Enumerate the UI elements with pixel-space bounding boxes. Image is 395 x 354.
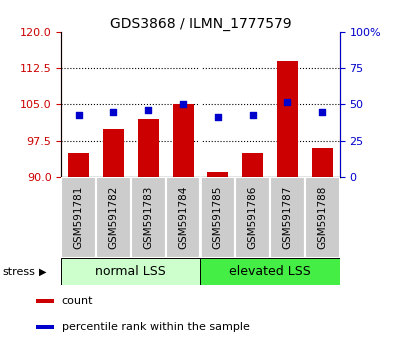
Text: normal LSS: normal LSS [96, 265, 166, 278]
Bar [166, 177, 200, 258]
Text: GSM591785: GSM591785 [213, 186, 223, 250]
Point [215, 115, 221, 120]
Bar [312, 148, 333, 177]
Text: GSM591788: GSM591788 [317, 186, 327, 250]
Bar [200, 258, 340, 285]
Bar [96, 177, 131, 258]
Text: GSM591783: GSM591783 [143, 186, 153, 250]
Bar [173, 104, 194, 177]
Text: GSM591782: GSM591782 [109, 186, 118, 250]
Point [145, 107, 151, 113]
Bar [200, 177, 235, 258]
Bar [277, 61, 298, 177]
Point [319, 109, 325, 115]
Text: elevated LSS: elevated LSS [229, 265, 311, 278]
Bar [68, 153, 89, 177]
Text: count: count [62, 296, 93, 306]
Point [75, 112, 82, 118]
Bar [103, 129, 124, 177]
Text: GSM591786: GSM591786 [248, 186, 258, 250]
Title: GDS3868 / ILMN_1777579: GDS3868 / ILMN_1777579 [110, 17, 291, 31]
Bar [305, 177, 340, 258]
Text: stress: stress [2, 267, 35, 277]
Bar [235, 177, 270, 258]
Point [180, 102, 186, 107]
Point [284, 99, 291, 104]
Bar [61, 258, 200, 285]
Text: GSM591784: GSM591784 [178, 186, 188, 250]
Text: ▶: ▶ [39, 267, 46, 277]
Bar [36, 325, 55, 329]
Point [250, 112, 256, 118]
Text: percentile rank within the sample: percentile rank within the sample [62, 322, 250, 332]
Bar [131, 177, 166, 258]
Bar [36, 299, 55, 303]
Text: GSM591781: GSM591781 [73, 186, 84, 250]
Bar [242, 153, 263, 177]
Point [110, 109, 117, 115]
Bar [207, 172, 228, 177]
Text: GSM591787: GSM591787 [282, 186, 292, 250]
Bar [138, 119, 159, 177]
Bar [270, 177, 305, 258]
Bar [61, 177, 96, 258]
